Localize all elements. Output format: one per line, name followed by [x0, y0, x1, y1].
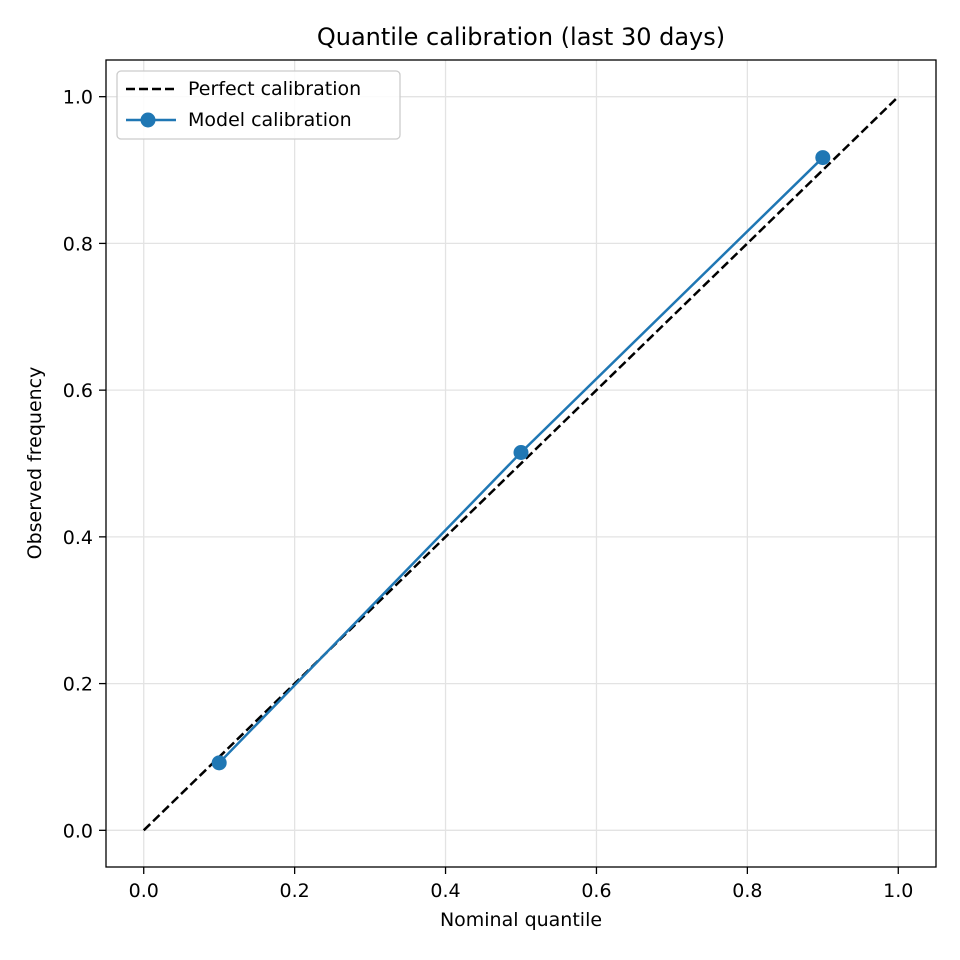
- y-tick-label: 0.2: [63, 674, 93, 696]
- data-point-model-calibration: [815, 150, 831, 166]
- x-tick-label: 0.6: [581, 880, 611, 902]
- chart-title: Quantile calibration (last 30 days): [317, 23, 725, 51]
- y-tick-label: 1.0: [63, 87, 93, 109]
- x-tick-label: 0.0: [129, 880, 159, 902]
- y-tick-label: 0.8: [63, 233, 93, 255]
- data-point-model-calibration: [211, 755, 227, 771]
- axis-ticks: 0.0 0.2 0.4 0.6 0.8 1.0 0.0 0.2 0.4 0.6 0.8 1.0: [63, 87, 914, 902]
- legend-box: [116, 70, 401, 140]
- plot-frame: [105, 59, 937, 868]
- x-tick-label: 0.8: [732, 880, 762, 902]
- legend-marker-model-calibration: [140, 112, 156, 128]
- legend: Perfect calibration Model calibration: [116, 70, 401, 140]
- y-tick-label: 0.6: [63, 380, 93, 402]
- x-tick-label: 1.0: [883, 880, 913, 902]
- series-line-perfect-calibration: [142, 95, 900, 832]
- x-axis-label: Nominal quantile: [440, 909, 602, 931]
- series-layer: [142, 95, 900, 832]
- grid: [106, 60, 936, 867]
- x-tick-label: 0.2: [280, 880, 310, 902]
- data-point-model-calibration: [513, 444, 529, 460]
- legend-label-model-calibration: Model calibration: [188, 109, 352, 131]
- legend-label-perfect-calibration: Perfect calibration: [188, 78, 361, 100]
- y-axis-label: Observed frequency: [24, 367, 46, 560]
- y-tick-label: 0.4: [63, 527, 93, 549]
- x-tick-label: 0.4: [430, 880, 460, 902]
- y-tick-label: 0.0: [63, 820, 93, 842]
